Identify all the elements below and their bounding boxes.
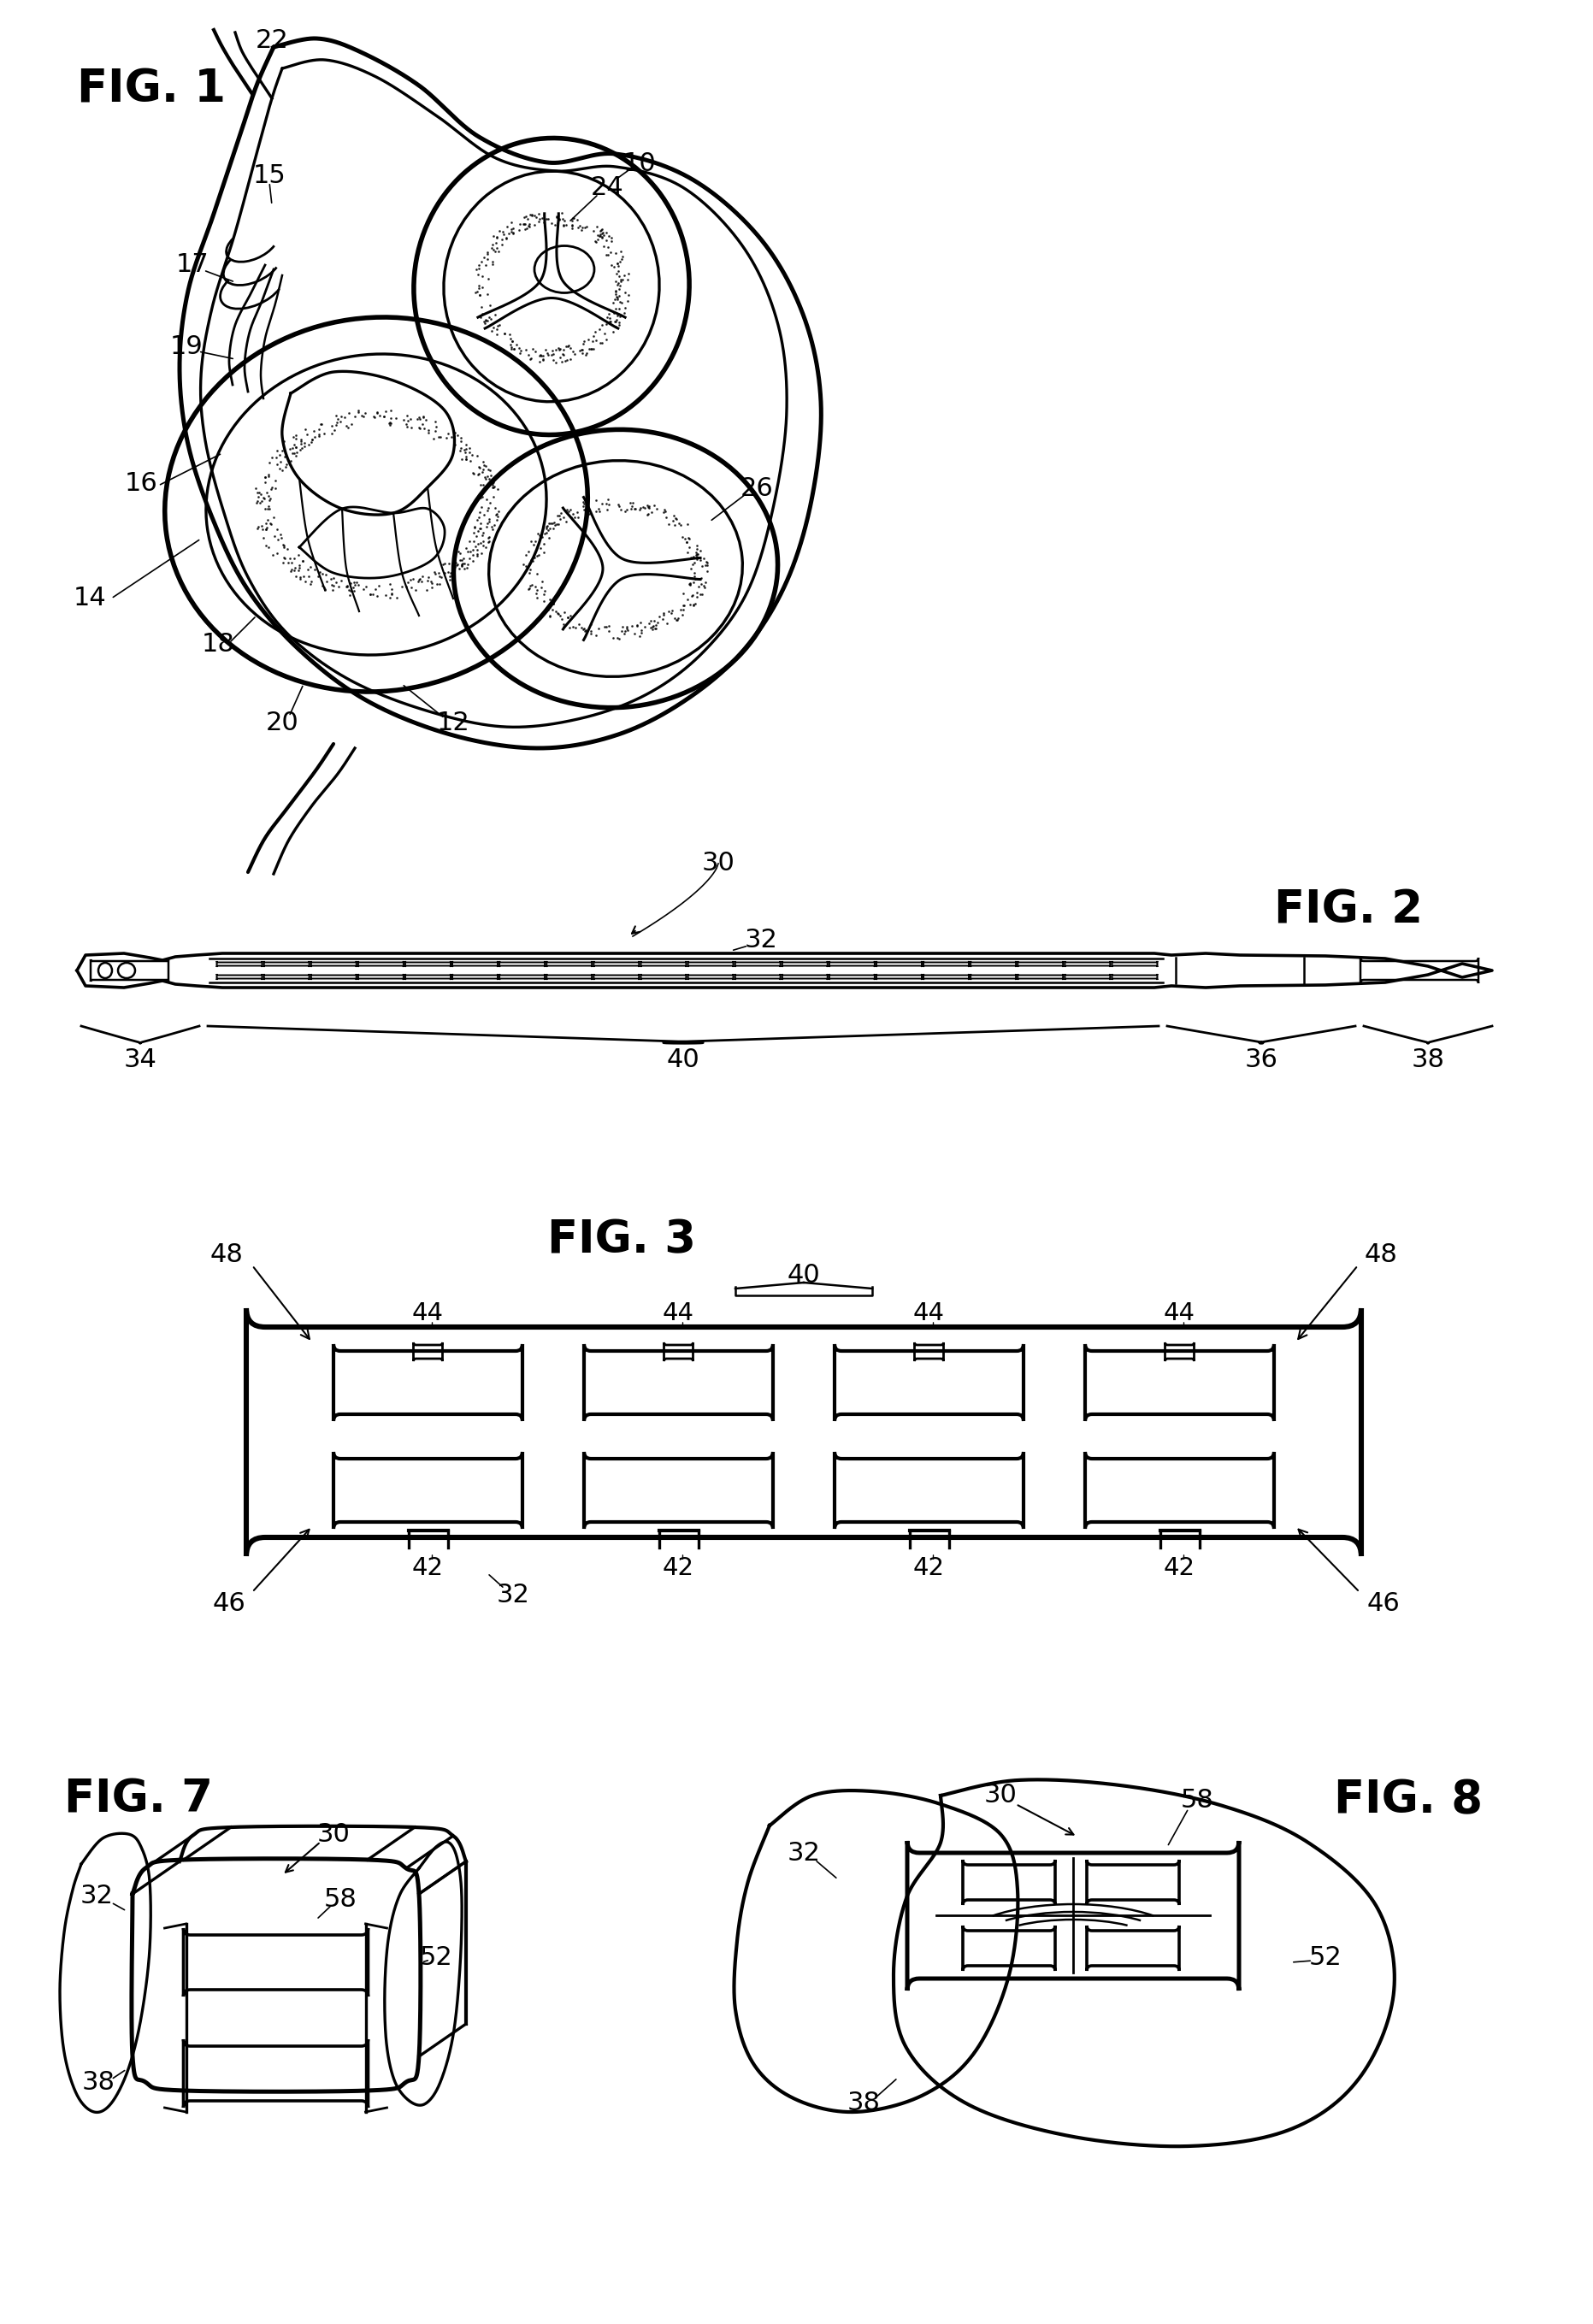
Text: FIG. 2: FIG. 2 (1274, 888, 1423, 932)
Text: 32: 32 (787, 1841, 820, 1866)
Text: 58: 58 (1180, 1787, 1214, 1813)
Text: 14: 14 (73, 586, 107, 611)
Text: 52: 52 (419, 1945, 452, 1971)
Text: 32: 32 (497, 1583, 529, 1608)
Text: 22: 22 (255, 28, 288, 53)
Text: 40: 40 (666, 1048, 699, 1074)
Text: 15: 15 (253, 163, 285, 188)
Text: 42: 42 (1164, 1557, 1195, 1580)
Text: 58: 58 (323, 1887, 357, 1913)
Text: 48: 48 (1364, 1243, 1397, 1267)
Text: FIG. 8: FIG. 8 (1333, 1778, 1483, 1822)
Text: 30: 30 (984, 1783, 1016, 1808)
Text: 40: 40 (787, 1264, 820, 1287)
Text: 44: 44 (1164, 1301, 1195, 1325)
Text: 32: 32 (80, 1885, 113, 1908)
Text: 38: 38 (847, 2092, 881, 2115)
Text: 46: 46 (212, 1592, 245, 1615)
Text: 26: 26 (741, 476, 773, 502)
Text: 19: 19 (170, 335, 202, 358)
Text: 46: 46 (1367, 1592, 1400, 1615)
Text: 38: 38 (1411, 1048, 1445, 1074)
Text: FIG. 7: FIG. 7 (64, 1778, 213, 1822)
Text: 20: 20 (266, 711, 299, 734)
Text: 44: 44 (413, 1301, 444, 1325)
Text: 42: 42 (413, 1557, 444, 1580)
Text: 38: 38 (81, 2071, 115, 2094)
Text: 17: 17 (175, 253, 209, 277)
Text: 32: 32 (744, 927, 777, 953)
Text: FIG. 1: FIG. 1 (76, 67, 226, 112)
Text: 10: 10 (623, 151, 656, 177)
Text: 42: 42 (913, 1557, 945, 1580)
FancyBboxPatch shape (908, 1841, 1239, 1992)
Text: 36: 36 (1244, 1048, 1278, 1074)
Text: 30: 30 (317, 1822, 350, 1848)
Text: 24: 24 (591, 177, 624, 200)
Text: 52: 52 (1309, 1945, 1341, 1971)
Text: 16: 16 (124, 472, 158, 495)
Text: 44: 44 (663, 1301, 695, 1325)
Text: 44: 44 (913, 1301, 945, 1325)
Text: FIG. 3: FIG. 3 (548, 1218, 696, 1262)
Text: 12: 12 (436, 711, 470, 734)
Text: 42: 42 (663, 1557, 695, 1580)
Text: 48: 48 (210, 1243, 244, 1267)
Text: 34: 34 (124, 1048, 156, 1074)
Text: 30: 30 (701, 851, 734, 876)
Text: 18: 18 (201, 632, 234, 655)
